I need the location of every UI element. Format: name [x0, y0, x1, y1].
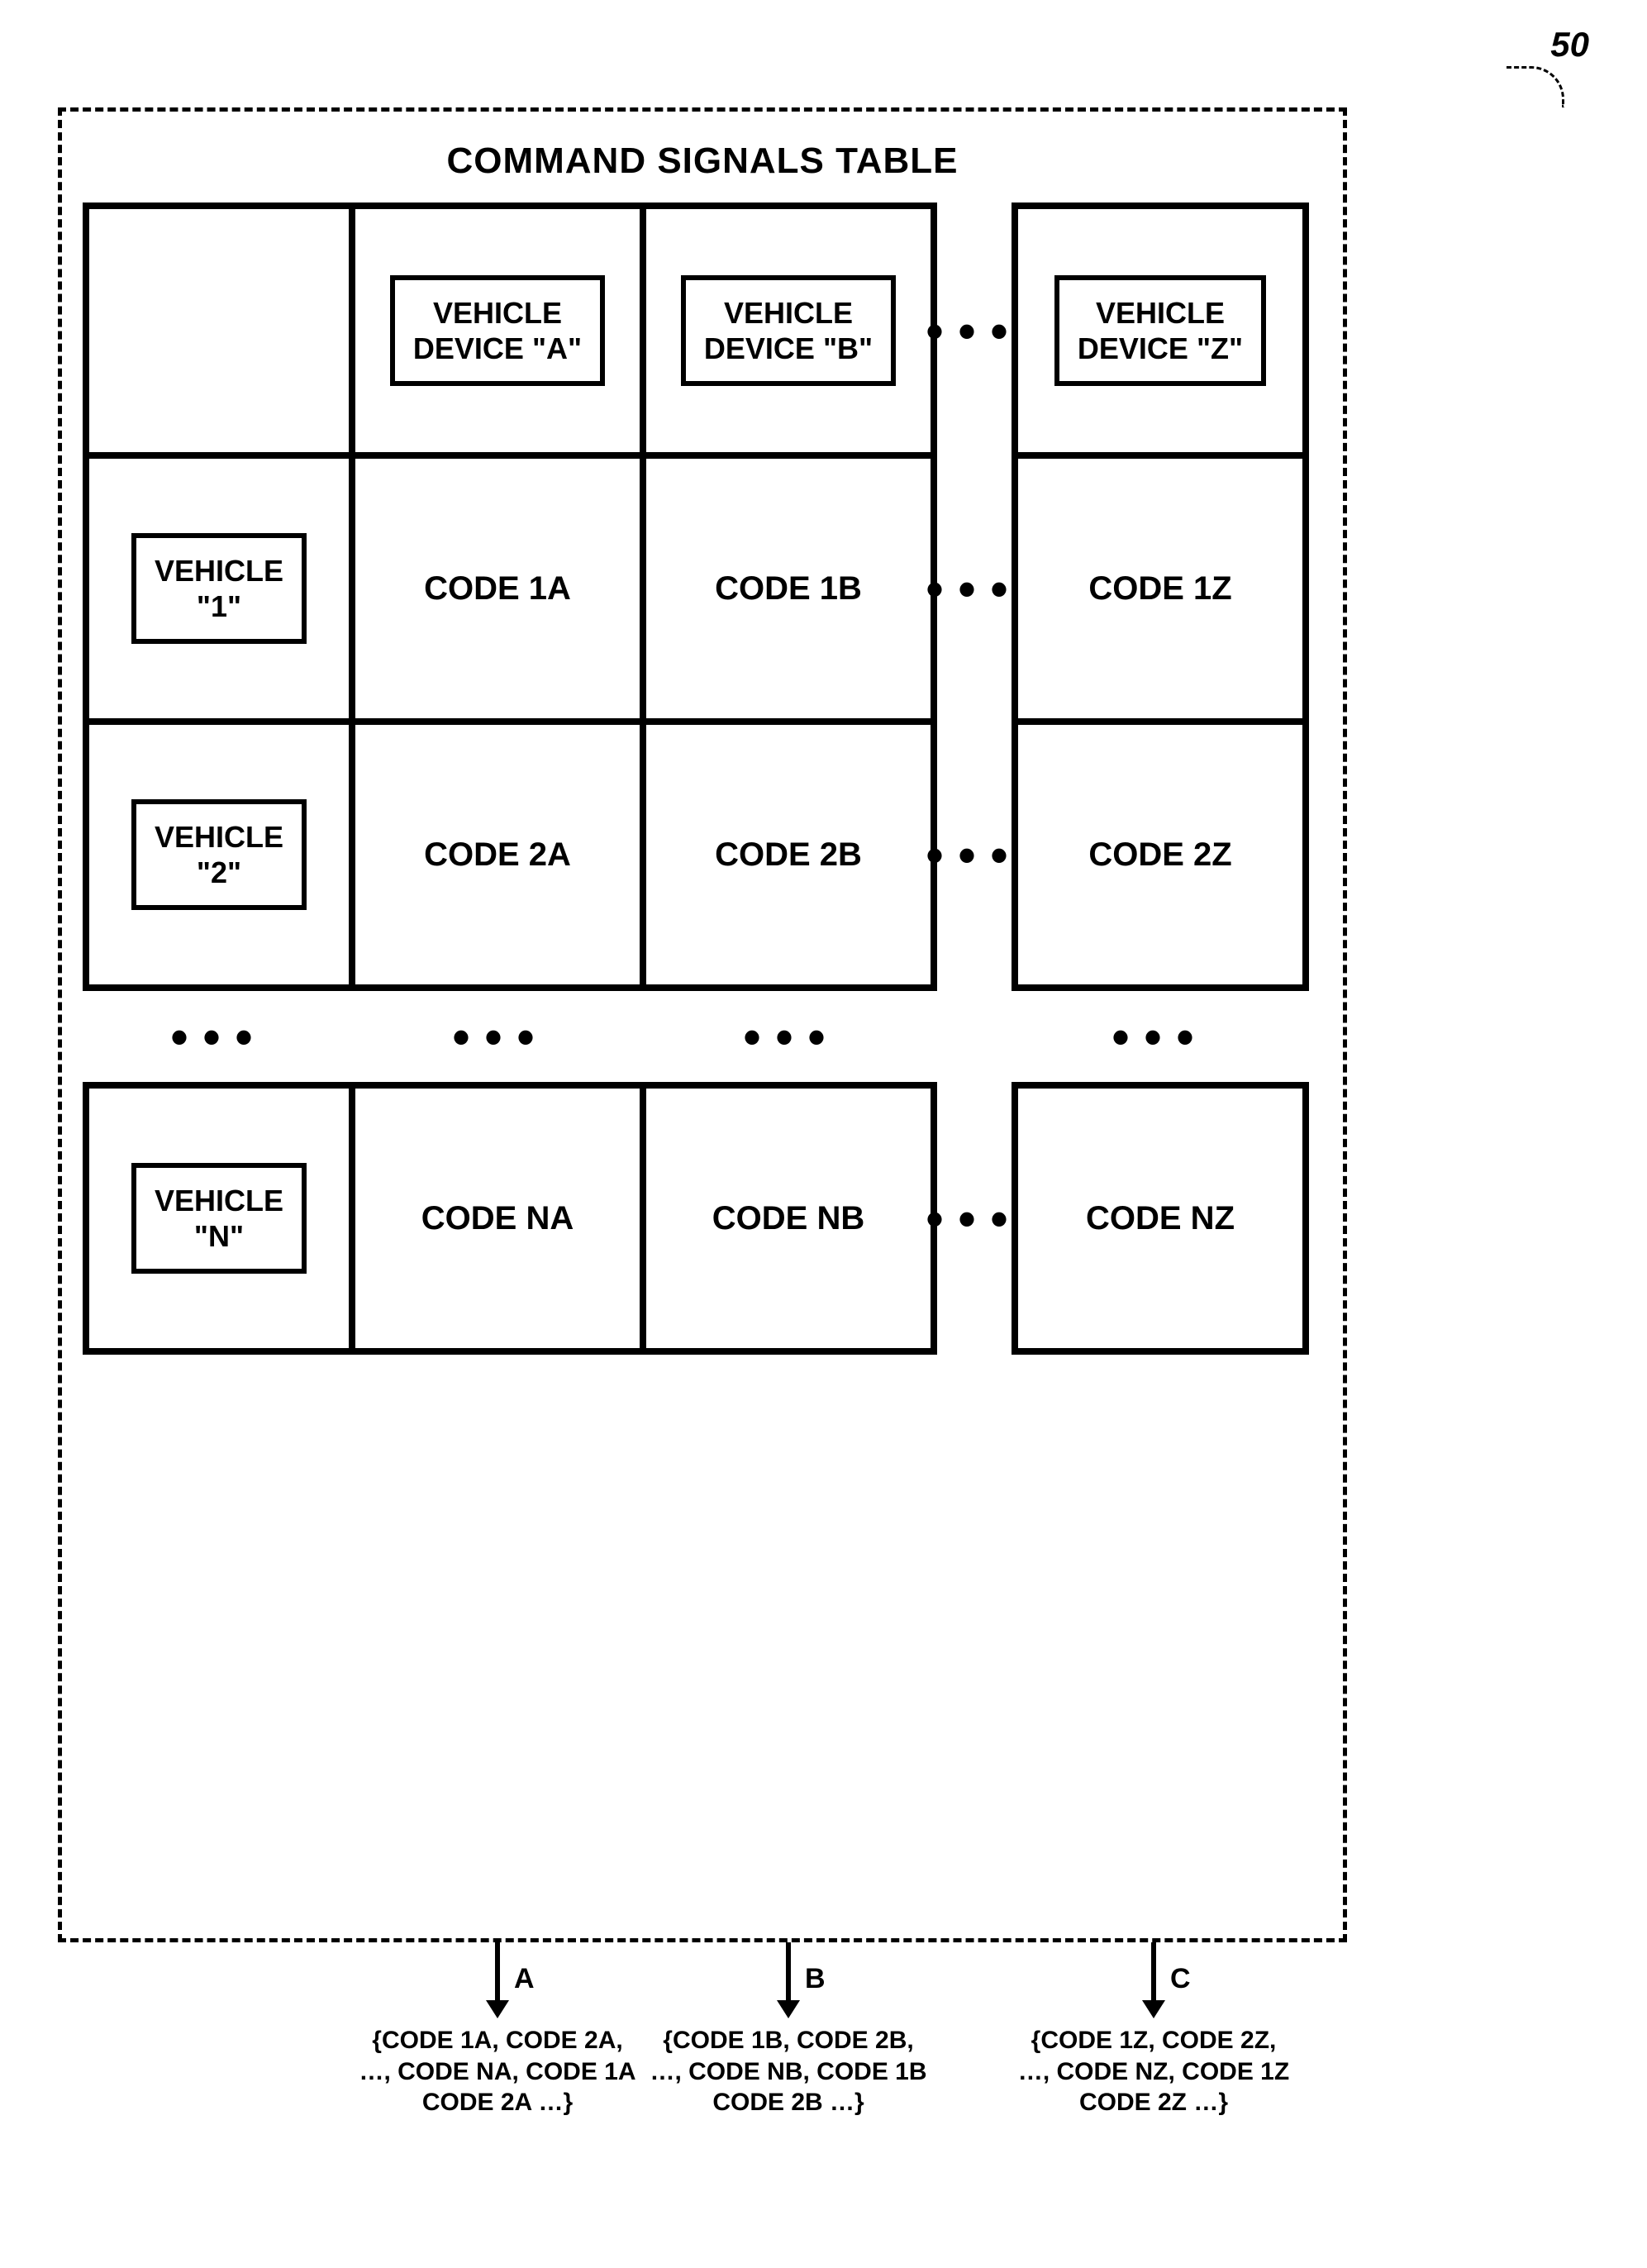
cell-nz: CODE NZ	[1012, 1082, 1309, 1355]
output-b: B {CODE 1B, CODE 2B, …, CODE NB, CODE 1B…	[640, 1942, 937, 2118]
figure-label: FIGURE 2	[1643, 956, 1647, 1244]
sequence-c: {CODE 1Z, CODE 2Z, …, CODE NZ, CODE 1Z C…	[1005, 2025, 1302, 2118]
arrow-label-c: C	[1170, 1963, 1191, 1995]
ellipsis-row: ••• ••• ••• •••	[83, 991, 1322, 1082]
header-row: VEHICLE DEVICE "A" VEHICLE DEVICE "B" ••…	[83, 202, 1322, 459]
arrow-stem-a	[495, 1942, 500, 2000]
table-area: VEHICLE DEVICE "A" VEHICLE DEVICE "B" ••…	[83, 202, 1322, 1897]
outputs: A {CODE 1A, CODE 2A, …, CODE NA, CODE 1A…	[58, 1942, 1347, 2232]
vehicle-2-cell: VEHICLE "2"	[83, 718, 355, 991]
arrow-label-a: A	[514, 1963, 535, 1995]
diagram-root: 50 COMMAND SIGNALS TABLE VEHICLE DEVICE …	[33, 33, 1614, 2235]
header-device-a: VEHICLE DEVICE "A"	[349, 202, 646, 459]
vdots-z: •••	[1012, 991, 1309, 1082]
row1-ellipsis: •••	[937, 452, 1012, 725]
vehicle-1-cell: VEHICLE "1"	[83, 452, 355, 725]
sequence-a: {CODE 1A, CODE 2A, …, CODE NA, CODE 1A C…	[349, 2025, 646, 2118]
reference-leader	[1507, 66, 1564, 107]
row-vehicle-2: VEHICLE "2" CODE 2A CODE 2B ••• CODE 2Z	[83, 718, 1322, 991]
output-c: C {CODE 1Z, CODE 2Z, …, CODE NZ, CODE 1Z…	[1005, 1942, 1302, 2118]
device-b-box: VEHICLE DEVICE "B"	[681, 275, 896, 386]
cell-1a: CODE 1A	[349, 452, 646, 725]
cell-1b: CODE 1B	[640, 452, 937, 725]
row2-ellipsis: •••	[937, 718, 1012, 991]
arrow-head-b	[777, 2000, 800, 2018]
device-z-box: VEHICLE DEVICE "Z"	[1054, 275, 1266, 386]
header-blank	[83, 202, 355, 459]
output-a: A {CODE 1A, CODE 2A, …, CODE NA, CODE 1A…	[349, 1942, 646, 2118]
cell-2b: CODE 2B	[640, 718, 937, 991]
cell-nb: CODE NB	[640, 1082, 937, 1355]
header-ellipsis: •••	[937, 202, 1012, 459]
vdots-vehicle: •••	[83, 991, 355, 1082]
arrow-label-b: B	[805, 1963, 826, 1995]
table-title: COMMAND SIGNALS TABLE	[83, 141, 1322, 182]
arrow-head-c	[1142, 2000, 1165, 2018]
row-vehicle-1: VEHICLE "1" CODE 1A CODE 1B ••• CODE 1Z	[83, 452, 1322, 725]
vdots-a: •••	[355, 991, 646, 1082]
cell-1z: CODE 1Z	[1012, 452, 1309, 725]
row-vehicle-n: VEHICLE "N" CODE NA CODE NB ••• CODE NZ	[83, 1082, 1322, 1355]
vehicle-2-box: VEHICLE "2"	[131, 799, 307, 910]
cell-na: CODE NA	[349, 1082, 646, 1355]
vdots-b: •••	[646, 991, 937, 1082]
vdots-mid	[937, 991, 1012, 1082]
header-device-b: VEHICLE DEVICE "B"	[640, 202, 937, 459]
cell-2a: CODE 2A	[349, 718, 646, 991]
command-signals-table-frame: COMMAND SIGNALS TABLE VEHICLE DEVICE "A"…	[58, 107, 1347, 1942]
vehicle-n-cell: VEHICLE "N"	[83, 1082, 355, 1355]
rown-ellipsis: •••	[937, 1082, 1012, 1355]
arrow-head-a	[486, 2000, 509, 2018]
vehicle-1-box: VEHICLE "1"	[131, 533, 307, 644]
cell-2z: CODE 2Z	[1012, 718, 1309, 991]
arrow-stem-c	[1151, 1942, 1156, 2000]
reference-number: 50	[1550, 25, 1589, 64]
device-a-box: VEHICLE DEVICE "A"	[390, 275, 605, 386]
sequence-b: {CODE 1B, CODE 2B, …, CODE NB, CODE 1B C…	[640, 2025, 937, 2118]
vehicle-n-box: VEHICLE "N"	[131, 1163, 307, 1274]
header-device-z: VEHICLE DEVICE "Z"	[1012, 202, 1309, 459]
arrow-stem-b	[786, 1942, 791, 2000]
